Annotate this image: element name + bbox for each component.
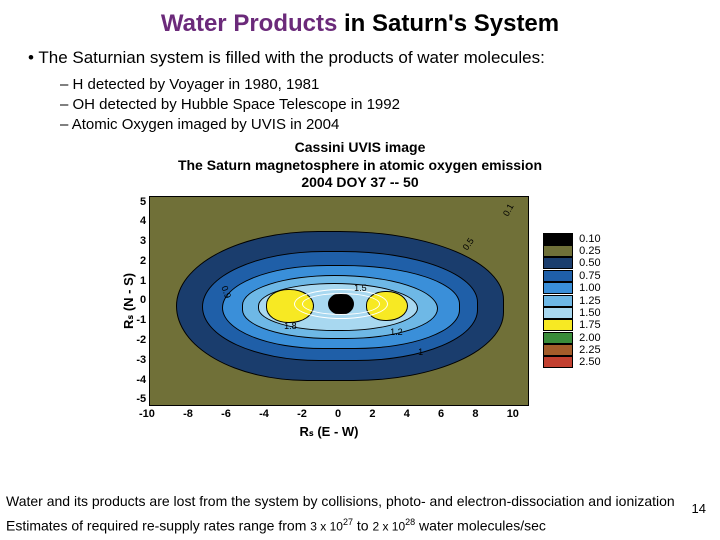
colorbar-row: 0.50 <box>543 257 600 269</box>
colorbar-swatch <box>543 270 573 282</box>
bullet-sub: Atomic Oxygen imaged by UVIS in 2004 <box>60 116 706 133</box>
colorbar-label: 1.25 <box>579 295 600 307</box>
xtick: 6 <box>438 408 444 420</box>
colorbar-swatch <box>543 319 573 331</box>
bottom-para-2: Estimates of required re-supply rates ra… <box>6 517 714 534</box>
xtick: -4 <box>259 408 269 420</box>
bullet-sub: OH detected by Hubble Space Telescope in… <box>60 96 706 113</box>
colorbar-swatch <box>543 307 573 319</box>
colorbar-label: 2.00 <box>579 332 600 344</box>
colorbar-label: 0.25 <box>579 245 600 257</box>
xtick: 8 <box>472 408 478 420</box>
colorbar-label: 0.50 <box>579 257 600 269</box>
xtick: -6 <box>221 408 231 420</box>
colorbar-row: 0.10 <box>543 233 600 245</box>
title-rest: in Saturn's System <box>337 10 559 37</box>
ytick: 4 <box>136 215 146 227</box>
colorbar-label: 1.50 <box>579 307 600 319</box>
colorbar-label: 2.50 <box>579 356 600 368</box>
ytick: 3 <box>136 235 146 247</box>
contour-label: 0.5 <box>460 236 475 252</box>
xtick: -8 <box>183 408 193 420</box>
colorbar-row: 0.75 <box>543 270 600 282</box>
contour-label: 1.5 <box>354 283 367 293</box>
ytick: -2 <box>136 334 146 346</box>
colorbar-row: 2.50 <box>543 356 600 368</box>
xtick: 0 <box>335 408 341 420</box>
contour-label: 1.8 <box>284 321 297 331</box>
colorbar-row: 0.25 <box>543 245 600 257</box>
ytick: 2 <box>136 255 146 267</box>
bottom-para-1: Water and its products are lost from the… <box>6 493 714 509</box>
colorbar-swatch <box>543 245 573 257</box>
colorbar-row: 2.00 <box>543 332 600 344</box>
y-axis-label: Rₛ (N - S) <box>119 196 136 406</box>
colorbar-row: 1.50 <box>543 307 600 319</box>
ytick: 1 <box>136 275 146 287</box>
xtick: 10 <box>507 408 519 420</box>
colorbar-row: 1.00 <box>543 282 600 294</box>
colorbar-label: 0.10 <box>579 233 600 245</box>
bullet-main: The Saturnian system is filled with the … <box>28 48 706 68</box>
bt2-b: 3 x 10 <box>310 520 343 534</box>
colorbar-swatch <box>543 282 573 294</box>
bottom-text: Water and its products are lost from the… <box>6 493 714 534</box>
contour-label: 1.2 <box>390 327 403 337</box>
ytick: -1 <box>136 314 146 326</box>
ring-ellipse <box>302 293 380 315</box>
bt2-d: 2 x 10 <box>372 520 405 534</box>
fig-title-l1: Cassini UVIS image <box>90 139 630 157</box>
colorbar-swatch <box>543 233 573 245</box>
fig-title-l2: The Saturn magnetosphere in atomic oxyge… <box>90 157 630 175</box>
colorbar-label: 1.75 <box>579 319 600 331</box>
heatmap-plot: 0.1 0.5 0.9 1 1.2 1.5 1.8 <box>149 196 529 406</box>
x-axis-label: Rₛ (E - W) <box>139 424 519 440</box>
xtick: 2 <box>369 408 375 420</box>
bt2-c: to <box>353 518 372 534</box>
colorbar-label: 0.75 <box>579 270 600 282</box>
y-ticks: 5 4 3 2 1 0 -1 -2 -3 -4 -5 <box>136 196 149 406</box>
contour-label: 1 <box>418 347 423 357</box>
ytick: -4 <box>136 374 146 386</box>
slide-title: Water Products in Saturn's System <box>14 10 706 38</box>
xtick: -10 <box>139 408 155 420</box>
colorbar-label: 2.25 <box>579 344 600 356</box>
contour-label: 0.1 <box>501 202 516 218</box>
colorbar-label: 1.00 <box>579 282 600 294</box>
colorbar: 0.100.250.500.751.001.251.501.752.002.25… <box>543 196 600 406</box>
bullet-sub: H detected by Voyager in 1980, 1981 <box>60 76 706 93</box>
colorbar-row: 2.25 <box>543 344 600 356</box>
ytick: 5 <box>136 196 146 208</box>
colorbar-swatch <box>543 295 573 307</box>
title-highlight: Water Products <box>161 10 337 37</box>
colorbar-swatch <box>543 257 573 269</box>
colorbar-swatch <box>543 356 573 368</box>
ytick: 0 <box>136 294 146 306</box>
xtick: -2 <box>297 408 307 420</box>
ytick: -5 <box>136 393 146 405</box>
bt2-exp1: 27 <box>343 517 353 527</box>
bt2-exp2: 28 <box>405 517 415 527</box>
colorbar-row: 1.75 <box>543 319 600 331</box>
bt2-e: water molecules/sec <box>415 518 546 534</box>
page-number: 14 <box>692 501 706 516</box>
colorbar-swatch <box>543 344 573 356</box>
colorbar-swatch <box>543 332 573 344</box>
colorbar-row: 1.25 <box>543 295 600 307</box>
bt2-a: Estimates of required re-supply rates ra… <box>6 518 310 534</box>
xtick: 4 <box>404 408 410 420</box>
fig-title-l3: 2004 DOY 37 -- 50 <box>90 174 630 192</box>
ytick: -3 <box>136 354 146 366</box>
figure: Cassini UVIS image The Saturn magnetosph… <box>90 139 630 440</box>
x-ticks: -10 -8 -6 -4 -2 0 2 4 6 8 10 <box>139 408 519 420</box>
figure-title: Cassini UVIS image The Saturn magnetosph… <box>90 139 630 192</box>
